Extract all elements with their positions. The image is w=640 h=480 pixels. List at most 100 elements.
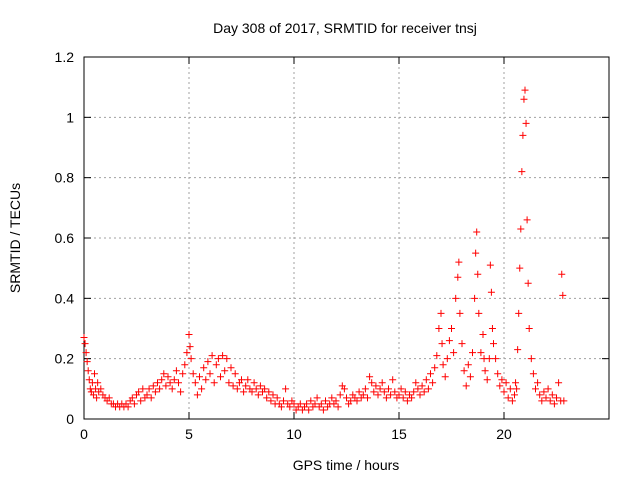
data-point bbox=[376, 385, 384, 393]
data-point bbox=[214, 355, 222, 363]
data-point bbox=[317, 400, 325, 408]
data-point bbox=[516, 264, 524, 272]
data-point bbox=[427, 370, 434, 378]
data-point bbox=[359, 391, 367, 399]
data-point bbox=[401, 388, 409, 396]
data-point bbox=[322, 397, 329, 405]
data-point bbox=[490, 340, 497, 348]
data-point bbox=[185, 331, 193, 339]
data-point bbox=[494, 370, 502, 378]
data-point bbox=[481, 367, 489, 375]
data-marks bbox=[80, 86, 568, 414]
data-point bbox=[196, 373, 203, 381]
data-point bbox=[550, 400, 558, 408]
data-point bbox=[435, 325, 443, 332]
data-point bbox=[208, 352, 216, 360]
data-point bbox=[130, 400, 138, 408]
data-point bbox=[374, 391, 382, 399]
data-point bbox=[399, 394, 407, 402]
data-point bbox=[156, 385, 164, 393]
data-point bbox=[472, 249, 480, 257]
data-point bbox=[267, 397, 275, 405]
data-point bbox=[448, 325, 455, 332]
data-point bbox=[233, 385, 241, 393]
data-point bbox=[231, 370, 239, 378]
data-point bbox=[487, 288, 495, 296]
data-point bbox=[139, 385, 147, 393]
data-point bbox=[455, 258, 463, 266]
data-point bbox=[397, 385, 405, 393]
data-point bbox=[252, 385, 260, 393]
data-point bbox=[189, 370, 197, 378]
data-point bbox=[340, 385, 348, 393]
data-point bbox=[544, 385, 552, 393]
data-point bbox=[296, 400, 304, 408]
data-point bbox=[221, 367, 229, 375]
data-point bbox=[389, 376, 397, 384]
data-point bbox=[414, 385, 422, 393]
data-point bbox=[538, 397, 546, 405]
data-point bbox=[85, 376, 93, 384]
data-point bbox=[361, 385, 369, 393]
data-point bbox=[420, 388, 428, 396]
data-point bbox=[515, 309, 523, 317]
data-point bbox=[555, 379, 563, 387]
data-point bbox=[334, 403, 342, 411]
data-point bbox=[319, 406, 327, 414]
data-point bbox=[143, 391, 151, 399]
data-point bbox=[416, 391, 424, 399]
data-point bbox=[145, 385, 153, 393]
data-point bbox=[542, 394, 550, 402]
data-point bbox=[225, 379, 233, 387]
data-point bbox=[160, 370, 168, 378]
data-point bbox=[170, 376, 178, 384]
y-tick-label: 0.6 bbox=[55, 230, 75, 246]
data-point bbox=[307, 397, 315, 405]
data-point bbox=[162, 382, 170, 390]
data-point bbox=[391, 388, 399, 396]
data-point bbox=[256, 382, 264, 390]
data-point bbox=[469, 349, 476, 357]
data-point bbox=[387, 391, 395, 399]
data-point bbox=[93, 394, 101, 402]
data-point bbox=[492, 355, 500, 363]
data-point bbox=[137, 397, 145, 405]
data-point bbox=[124, 403, 132, 411]
data-point bbox=[486, 261, 494, 269]
data-point bbox=[431, 364, 439, 372]
x-tick-label: 5 bbox=[185, 426, 193, 442]
data-point bbox=[483, 376, 491, 384]
data-point bbox=[290, 400, 298, 408]
data-point bbox=[532, 385, 539, 393]
data-point bbox=[546, 397, 554, 405]
data-point bbox=[202, 376, 210, 384]
data-point bbox=[474, 270, 482, 278]
data-point bbox=[332, 397, 340, 405]
data-point bbox=[204, 358, 212, 366]
data-point bbox=[540, 388, 548, 396]
y-tick-label: 0.2 bbox=[55, 351, 75, 367]
data-point bbox=[240, 388, 248, 396]
data-point bbox=[210, 379, 218, 387]
data-point bbox=[149, 382, 157, 390]
data-point bbox=[460, 367, 468, 375]
y-axis-label: SRMTID / TECUs bbox=[7, 183, 23, 293]
data-point bbox=[479, 331, 487, 339]
data-point bbox=[524, 279, 532, 287]
data-point bbox=[521, 86, 529, 94]
data-point bbox=[355, 388, 363, 396]
data-point bbox=[158, 376, 166, 384]
data-point bbox=[462, 382, 470, 390]
y-tick-label: 1 bbox=[66, 109, 74, 125]
data-point bbox=[395, 391, 403, 399]
data-point bbox=[370, 388, 378, 396]
data-point bbox=[559, 291, 567, 299]
data-point bbox=[517, 225, 525, 233]
y-tick-label: 0.8 bbox=[55, 170, 75, 186]
data-point bbox=[250, 379, 258, 387]
data-point bbox=[269, 391, 277, 399]
data-point bbox=[385, 385, 392, 393]
data-point bbox=[560, 397, 568, 405]
data-point bbox=[273, 394, 281, 402]
